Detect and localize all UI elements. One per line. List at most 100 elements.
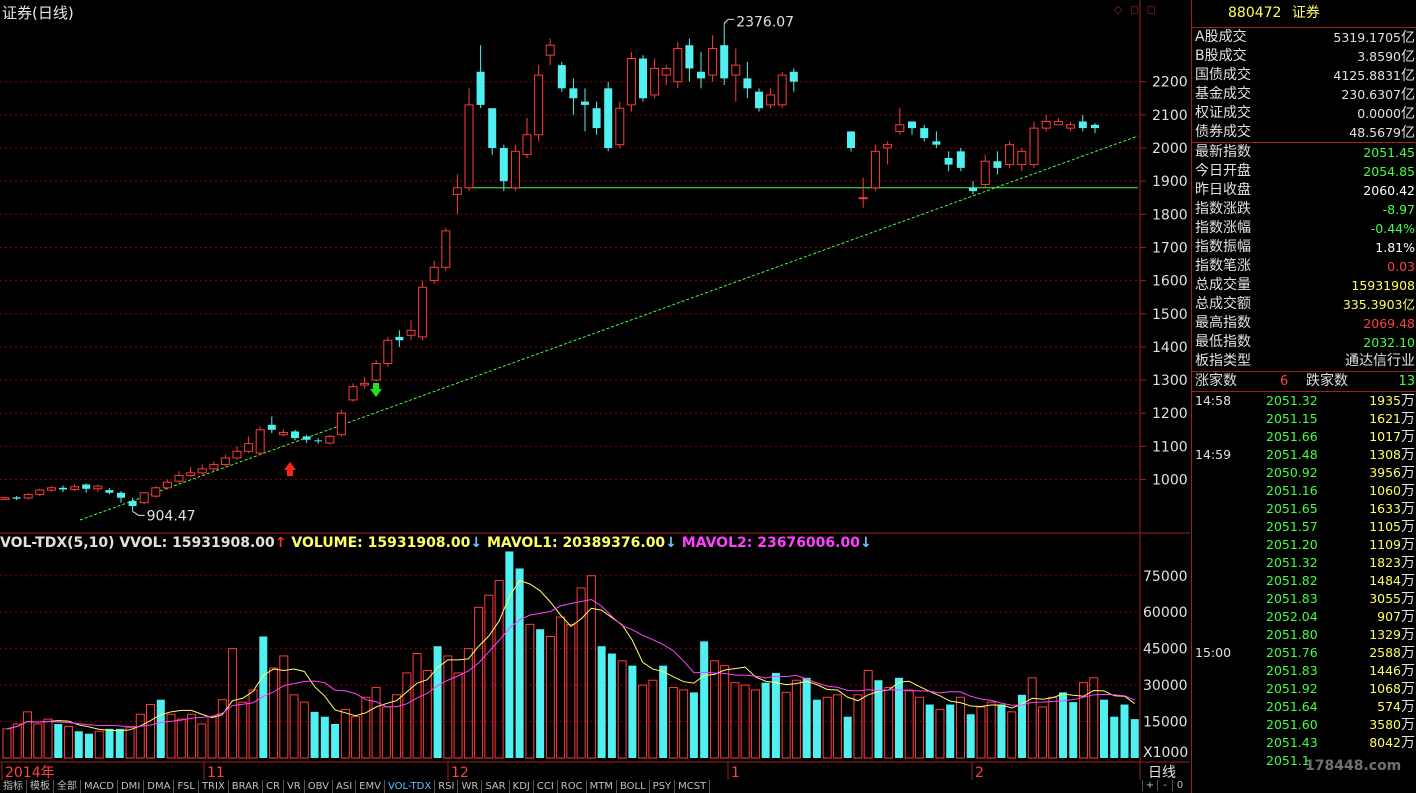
tick-row[interactable]: 14:59 2051.48 1308万 [1192, 446, 1416, 464]
tab-sar[interactable]: SAR [482, 780, 510, 793]
volume-bar-up [453, 672, 463, 759]
tab-emv[interactable]: EMV [356, 780, 385, 793]
candle-body-down [499, 148, 508, 182]
period-label[interactable]: 日线 [1148, 765, 1176, 781]
tab-dmi[interactable]: DMI [118, 780, 145, 793]
tick-row[interactable]: 2051.16 1060万 [1192, 482, 1416, 500]
volume-bar-up [648, 679, 658, 759]
down-arrow-icon: ↓ [859, 535, 872, 551]
volume-bar-down [85, 733, 94, 758]
zoom-button[interactable]: + [1142, 780, 1157, 791]
candle-body-down [82, 484, 91, 489]
tick-row[interactable]: 2051.60 3580万 [1192, 716, 1416, 734]
candle-body-down [847, 131, 855, 148]
candle-body-down [639, 58, 647, 99]
tick-row[interactable]: 2051.20 1109万 [1192, 536, 1416, 554]
candle-body-up [278, 431, 288, 436]
tick-price: 2050.92 [1266, 465, 1318, 480]
volume-bar-down [1017, 694, 1026, 758]
candle-body-down [993, 161, 1002, 168]
tick-time: 15:00 [1195, 645, 1232, 660]
tick-row[interactable]: 2051.15 1621万 [1192, 410, 1416, 428]
sell-arrow-icon [370, 383, 382, 397]
tab-brar[interactable]: BRAR [229, 780, 263, 793]
turnover-rows: A股成交 5319.1705亿 B股成交 3.8590亿 国债成交 4125.8831亿基… [1192, 28, 1416, 142]
tick-row[interactable]: 2051.57 1105万 [1192, 518, 1416, 536]
tick-price: 2051.32 [1266, 393, 1318, 408]
tab-asi[interactable]: ASI [333, 780, 357, 793]
tab-wr[interactable]: WR [458, 780, 483, 793]
volume-bar-up [679, 689, 689, 759]
tab-kdj[interactable]: KDJ [510, 780, 534, 793]
volume-tick-label: X1000 [1143, 745, 1188, 761]
tab-cci[interactable]: CCI [534, 780, 558, 793]
window-control-icons[interactable]: ◇ ◻ ◻ [1114, 3, 1158, 16]
tab-psy[interactable]: PSY [650, 780, 676, 793]
volume-bar-up [238, 701, 248, 759]
tick-row[interactable]: 2051.1 [1192, 752, 1416, 770]
tab-vol-tdx[interactable]: VOL-TDX [385, 780, 436, 793]
tab-fsl[interactable]: FSL [174, 780, 199, 793]
tab-rsi[interactable]: RSI [435, 780, 459, 793]
tick-volume: 1308万 [1369, 447, 1415, 463]
volume-bar-up [832, 694, 842, 759]
volume-bar-down [689, 692, 698, 758]
zoom-buttons: + -0 [1142, 780, 1187, 791]
candle-body-up [371, 362, 381, 381]
tick-row[interactable]: 2051.64 574万 [1192, 698, 1416, 716]
tick-row[interactable]: 2051.66 1017万 [1192, 428, 1416, 446]
tick-row[interactable]: 14:58 2051.32 1935万 [1192, 392, 1416, 410]
tab-roc[interactable]: ROC [558, 780, 587, 793]
tab-mtm[interactable]: MTM [587, 780, 617, 793]
tick-row[interactable]: 2051.43 8042万 [1192, 734, 1416, 752]
volume-bar-up [463, 648, 473, 759]
volume-bar-up [484, 594, 494, 759]
price-tick-label: 1500 [1152, 307, 1188, 323]
tick-row[interactable]: 2051.83 3055万 [1192, 590, 1416, 608]
tab-指标[interactable]: 指标 [0, 780, 27, 793]
volume-bar-up [248, 689, 258, 759]
candle-body-up [452, 187, 462, 195]
tick-row[interactable]: 2051.82 1484万 [1192, 572, 1416, 590]
tab-vr[interactable]: VR [284, 780, 305, 793]
tab-obv[interactable]: OBV [305, 780, 333, 793]
tick-row[interactable]: 2051.83 1446万 [1192, 662, 1416, 680]
volume-bar-up [64, 725, 74, 759]
candle-body-down [569, 88, 578, 99]
tab-cr[interactable]: CR [263, 780, 284, 793]
tab-trix[interactable]: TRIX [199, 780, 229, 793]
candle-body-up [418, 286, 428, 338]
tab-macd[interactable]: MACD [81, 780, 118, 793]
tab-boll[interactable]: BOLL [617, 780, 650, 793]
tick-price: 2051.83 [1266, 591, 1318, 606]
zoom-button[interactable]: - [1157, 780, 1172, 791]
tick-row[interactable]: 2050.92 3956万 [1192, 464, 1416, 482]
tick-row[interactable]: 2052.04 907万 [1192, 608, 1416, 626]
tab-dma[interactable]: DMA [144, 780, 175, 793]
candle-body-down [944, 157, 953, 165]
tab-mcst[interactable]: MCST [675, 780, 711, 793]
tick-row[interactable]: 2051.80 1329万 [1192, 626, 1416, 644]
volume-bar-up [135, 713, 145, 759]
volume-bar-up [576, 587, 586, 759]
tab-模板[interactable]: 模板 [27, 780, 54, 793]
tick-row[interactable]: 2051.65 1633万 [1192, 500, 1416, 518]
volume-bar-up [23, 711, 33, 759]
price-tick-label: 2200 [1152, 75, 1188, 91]
indicator-tab-bar: 指标 模板 全部 MACD DMI DMA FSL TRIX BRAR CR VR OBV ASI EMV… [0, 780, 1190, 793]
stat-row: 最低指数 2032.10 [1192, 333, 1416, 352]
indicator-name[interactable]: VOL-TDX(5,10) [0, 535, 115, 551]
candle-body-down [743, 78, 752, 89]
zoom-button[interactable]: 0 [1172, 780, 1187, 791]
chart-canvas[interactable]: 2200210020001900180017001600150014001300… [0, 0, 1191, 793]
tick-row[interactable]: 2051.92 1068万 [1192, 680, 1416, 698]
down-count-label: 跌家数 [1306, 373, 1348, 389]
candle-body-up [197, 468, 207, 474]
tab-全部[interactable]: 全部 [54, 780, 81, 793]
tick-row[interactable]: 15:00 2051.76 2588万 [1192, 644, 1416, 662]
candle-body-up [186, 472, 196, 477]
tick-price: 2051.80 [1266, 627, 1318, 642]
tick-row[interactable]: 2051.32 1823万 [1192, 554, 1416, 572]
tick-list[interactable]: 14:58 2051.32 1935万 2051.15 1621万 2051.66 1017… [1192, 392, 1416, 770]
volume-bar-up [289, 694, 299, 759]
